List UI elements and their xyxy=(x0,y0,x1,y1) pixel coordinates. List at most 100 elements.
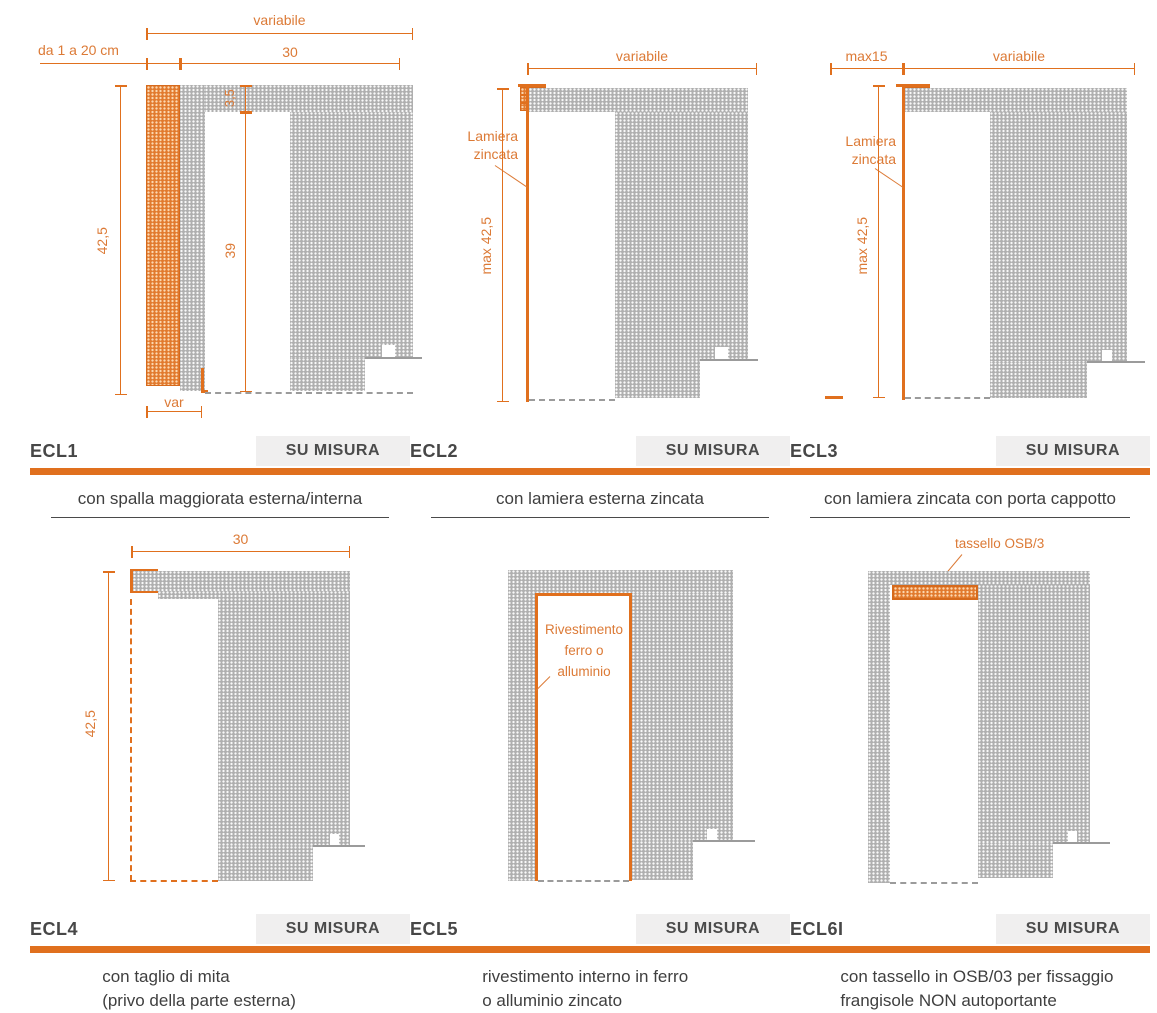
hatch-step-band xyxy=(158,591,218,599)
wall-notch xyxy=(1102,350,1112,362)
dashed-floor-line xyxy=(905,397,990,399)
hatch-inner-strip xyxy=(180,85,205,391)
hatch-tassello-osb xyxy=(892,585,978,600)
label-line: zincata xyxy=(851,150,896,167)
ecl5-code: ECL5 xyxy=(410,918,459,939)
ecl4-accent-bar xyxy=(30,946,410,953)
lamiera-top-cap xyxy=(896,84,930,87)
dim-label-30: 30 xyxy=(282,44,298,60)
ecl3-accent-bar xyxy=(790,468,1150,475)
ecl2-code: ECL2 xyxy=(410,440,459,461)
dim-label-3-5: 3,5 xyxy=(221,89,237,108)
dim-line-spalla xyxy=(146,58,180,70)
dim-line-42-5 xyxy=(103,571,115,881)
dashed-floor-line xyxy=(538,880,629,882)
ecl5-drawing: Rivestimento ferro o alluminio xyxy=(410,528,790,908)
lamiera-zincata-label: Lamiera zincata xyxy=(808,133,896,168)
step-foot-line xyxy=(1087,361,1145,363)
ecl2-drawing: variabile Lamiera zincata max 42,5 xyxy=(410,0,790,430)
hatch-wall-block xyxy=(615,112,748,360)
ecl3-drawing: max15 variabile Lamiera zincata max 42,5 xyxy=(790,0,1150,430)
ecl6-accent-bar xyxy=(790,946,1150,953)
orange-bracket-side xyxy=(130,569,133,593)
hatch-wall-step xyxy=(615,360,700,398)
orange-bracket-bottom xyxy=(130,590,158,593)
dim-label-da-1-a-20: da 1 a 20 cm xyxy=(38,42,119,58)
hatch-wall-block xyxy=(978,585,1090,843)
dim-line-variabile xyxy=(527,63,757,75)
dim-label-42-5: 42,5 xyxy=(81,710,98,738)
ecl5-su-misura-badge: SU MISURA xyxy=(635,914,790,944)
hatch-wall-step xyxy=(990,362,1087,398)
caption-line: rivestimento interno in ferro xyxy=(482,967,689,986)
hatch-wall-block xyxy=(218,591,350,846)
label-line: Rivestimento xyxy=(544,622,624,637)
label-line: ferro o xyxy=(564,642,604,658)
label-line: Lamiera xyxy=(467,128,518,144)
orange-floor-foot xyxy=(825,396,843,399)
hatch-top-band xyxy=(133,571,350,591)
orange-corner-foot xyxy=(201,390,208,393)
lamiera-zincata-label: Lamiera zincata xyxy=(430,128,518,163)
step-foot-line xyxy=(313,845,365,847)
orange-corner-profile xyxy=(201,368,204,393)
ecl1-accent-bar xyxy=(30,468,410,475)
hatch-left-strip xyxy=(868,571,890,883)
ecl3-su-misura-badge: SU MISURA xyxy=(995,436,1150,466)
ecl6-su-misura-badge: SU MISURA xyxy=(995,914,1150,944)
ecl4-su-misura-badge: SU MISURA xyxy=(255,914,410,944)
ecl6-caption: con tassello in OSB/03 per fissaggio fra… xyxy=(790,965,1150,1013)
ecl2-caption: con lamiera esterna zincata xyxy=(496,489,704,508)
dim-line-3-5 xyxy=(240,85,252,112)
ecl3-divider xyxy=(809,516,1131,518)
leader-line xyxy=(874,168,904,188)
rivestimento-right xyxy=(629,593,632,881)
ecl1-code: ECL1 xyxy=(30,440,79,461)
panel-ecl1: variabile da 1 a 20 cm 30 3,5 39 42,5 va… xyxy=(30,0,422,518)
dim-line-max15 xyxy=(830,63,903,75)
hatch-top-band xyxy=(205,85,413,112)
caption-line: o alluminio zincato xyxy=(482,990,623,1010)
hatch-spalla-maggiorata xyxy=(146,85,180,386)
ecl1-divider xyxy=(50,516,390,518)
wall-notch xyxy=(382,345,395,358)
caption-line: (privo della parte esterna) xyxy=(102,990,296,1010)
dim-label-variabile: variabile xyxy=(992,48,1046,64)
hatch-wall-step xyxy=(632,841,693,880)
caption-line: con taglio di mita xyxy=(102,967,230,986)
hatch-top-band xyxy=(905,88,1127,112)
tassello-osb-label: tassello OSB/3 xyxy=(955,536,1045,551)
hatch-wall-block xyxy=(990,112,1127,362)
ecl6-header: ECL6I SU MISURA xyxy=(790,914,1150,944)
ecl3-header: ECL3 SU MISURA xyxy=(790,436,1150,466)
rivestimento-top xyxy=(535,593,632,596)
dim-label-39: 39 xyxy=(222,242,239,259)
dashed-floor-line xyxy=(529,399,615,401)
extension-line xyxy=(40,63,146,64)
dashed-floor-line xyxy=(890,882,978,884)
hatch-left-strip xyxy=(508,570,535,881)
panel-ecl3: max15 variabile Lamiera zincata max 42,5 xyxy=(790,0,1150,518)
wall-notch xyxy=(330,834,339,846)
dim-label-max-42-5: max 42,5 xyxy=(854,216,871,275)
ecl3-caption: con lamiera zincata con porta cappotto xyxy=(823,489,1116,508)
caption-line: con tassello in OSB/03 per fissaggio xyxy=(840,967,1114,986)
lamiera-vertical-profile xyxy=(526,84,529,402)
ecl2-header: ECL2 SU MISURA xyxy=(410,436,790,466)
wall-notch xyxy=(1068,831,1077,843)
orange-bracket-top xyxy=(130,569,158,572)
step-foot-line xyxy=(700,359,758,361)
dim-line-max-42-5 xyxy=(873,85,885,398)
hatch-wall-block xyxy=(290,112,413,358)
label-line: zincata xyxy=(473,145,518,162)
dim-label-30: 30 xyxy=(232,531,249,547)
dim-line-42-5 xyxy=(115,85,127,395)
ecl2-su-misura-badge: SU MISURA xyxy=(635,436,790,466)
label-line: alluminio xyxy=(557,663,611,679)
step-foot-line xyxy=(1053,842,1110,844)
ecl5-header: ECL5 SU MISURA xyxy=(410,914,790,944)
ecl1-caption: con spalla maggiorata esterna/interna xyxy=(77,489,363,508)
panel-ecl4: 30 42,5 ECL4 SU MISURA con taglio di mit… xyxy=(30,528,410,1013)
ecl6-drawing: tassello OSB/3 xyxy=(790,528,1150,908)
